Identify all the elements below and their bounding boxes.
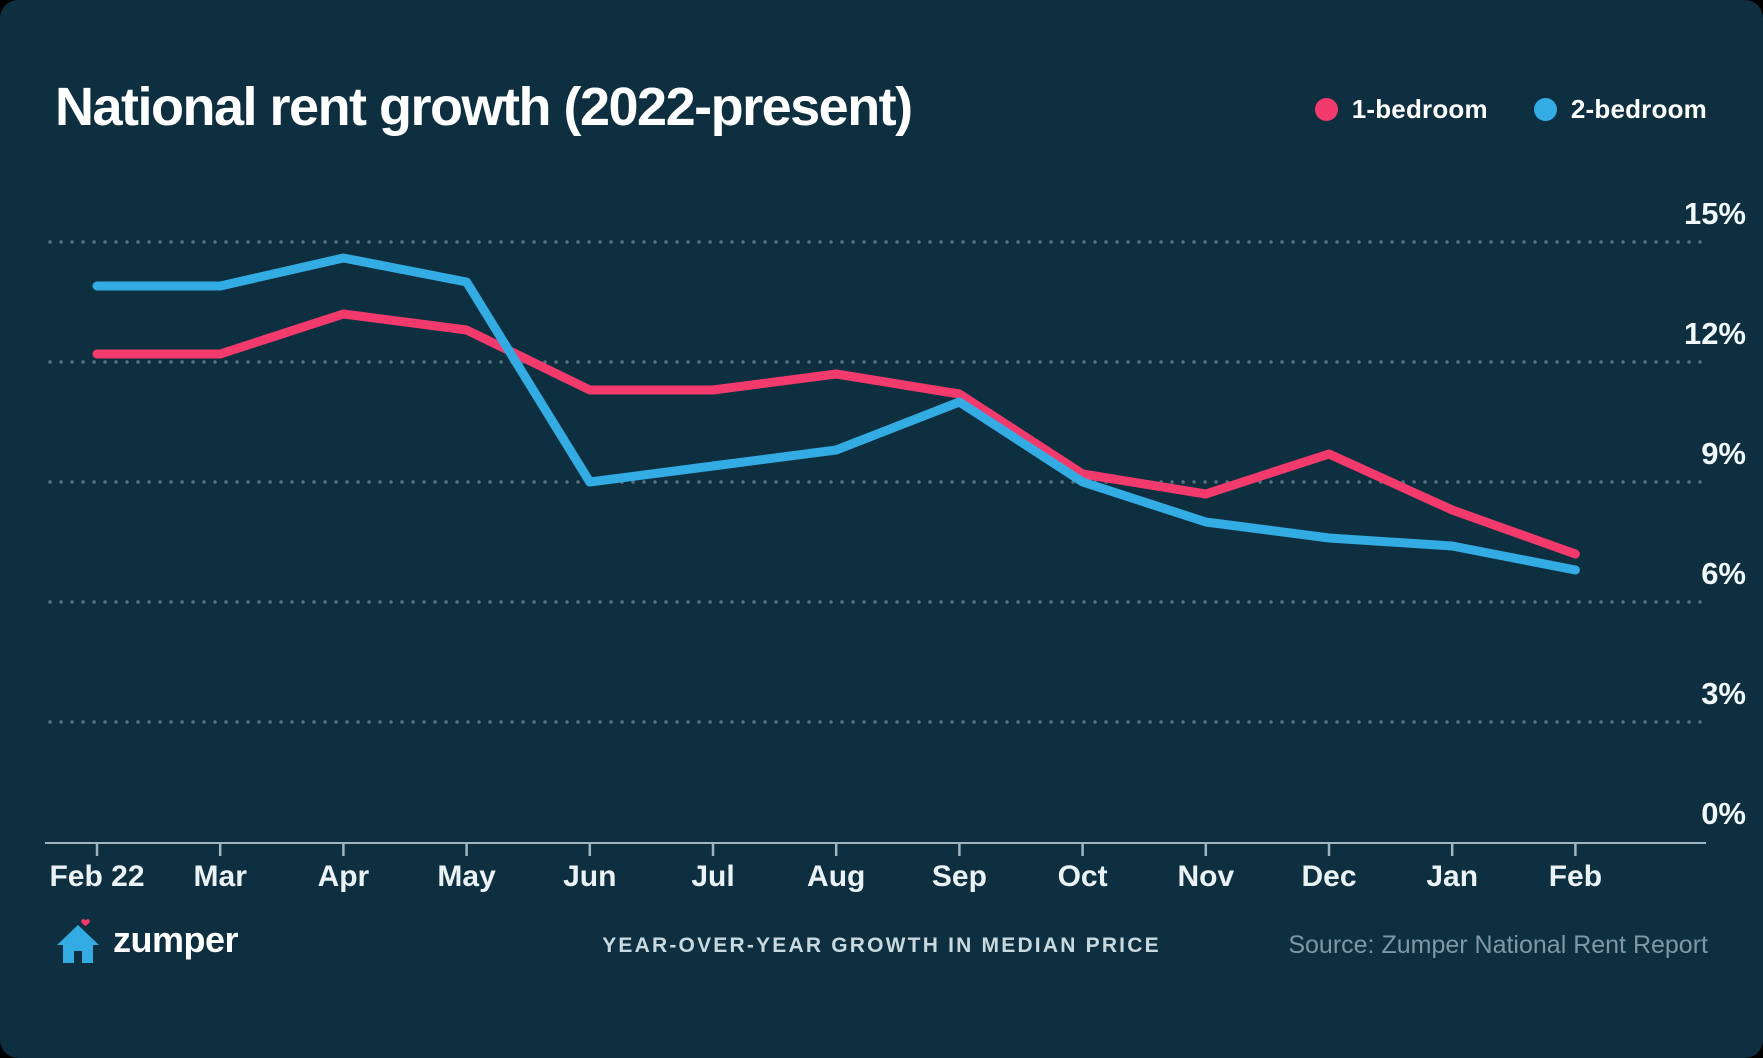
x-axis-label-7: Sep	[932, 860, 987, 893]
y-axis-label-9pct: 9%	[1701, 436, 1746, 471]
x-axis-label-9: Nov	[1177, 860, 1234, 893]
chart-caption: YEAR-OVER-YEAR GROWTH IN MEDIAN PRICE	[602, 934, 1161, 957]
chart-legend: 1-bedroom 2-bedroom	[1314, 94, 1707, 125]
series-line-2-bedroom	[92, 253, 1580, 575]
x-axis-label-1: Mar	[194, 860, 248, 893]
y-axis-label-3pct: 3%	[1701, 676, 1746, 711]
x-axis-label-12: Feb	[1549, 860, 1602, 893]
source-attribution: Source: Zumper National Rent Report	[1288, 931, 1708, 959]
legend-dot-2-bedroom-icon	[1533, 98, 1557, 121]
x-axis-label-5: Jul	[691, 860, 734, 893]
legend-item-1-bedroom: 1-bedroom	[1314, 94, 1488, 125]
x-axis-label-0: Feb 22	[49, 860, 144, 893]
x-axis-label-11: Jan	[1426, 860, 1478, 893]
x-axis-label-4: Jun	[563, 860, 616, 893]
y-axis-label-12pct: 12%	[1684, 316, 1746, 351]
y-axis-label-6pct: 6%	[1701, 556, 1746, 591]
house-icon	[57, 925, 99, 963]
zumper-house-icon	[57, 919, 99, 963]
series-line-1-bedroom	[92, 309, 1580, 559]
x-axis-label-10: Dec	[1301, 860, 1356, 893]
legend-label-1-bedroom: 1-bedroom	[1351, 94, 1488, 124]
chart-title: National rent growth (2022-present)	[55, 77, 913, 137]
zumper-brand: zumper	[55, 916, 239, 964]
x-axis-label-6: Aug	[807, 860, 865, 893]
x-axis-label-8: Oct	[1058, 860, 1108, 893]
legend-dot-1-bedroom-icon	[1314, 98, 1338, 121]
legend-label-2-bedroom: 2-bedroom	[1570, 94, 1707, 124]
legend-item-2-bedroom: 2-bedroom	[1533, 94, 1707, 125]
x-axis-label-2: Apr	[318, 860, 370, 893]
y-axis-label-0pct: 0%	[1701, 796, 1746, 831]
brand-name: zumper	[113, 919, 239, 960]
x-axis-label-3: May	[437, 860, 496, 893]
heart-icon	[81, 919, 90, 927]
y-axis-label-15pct: 15%	[1684, 196, 1746, 231]
